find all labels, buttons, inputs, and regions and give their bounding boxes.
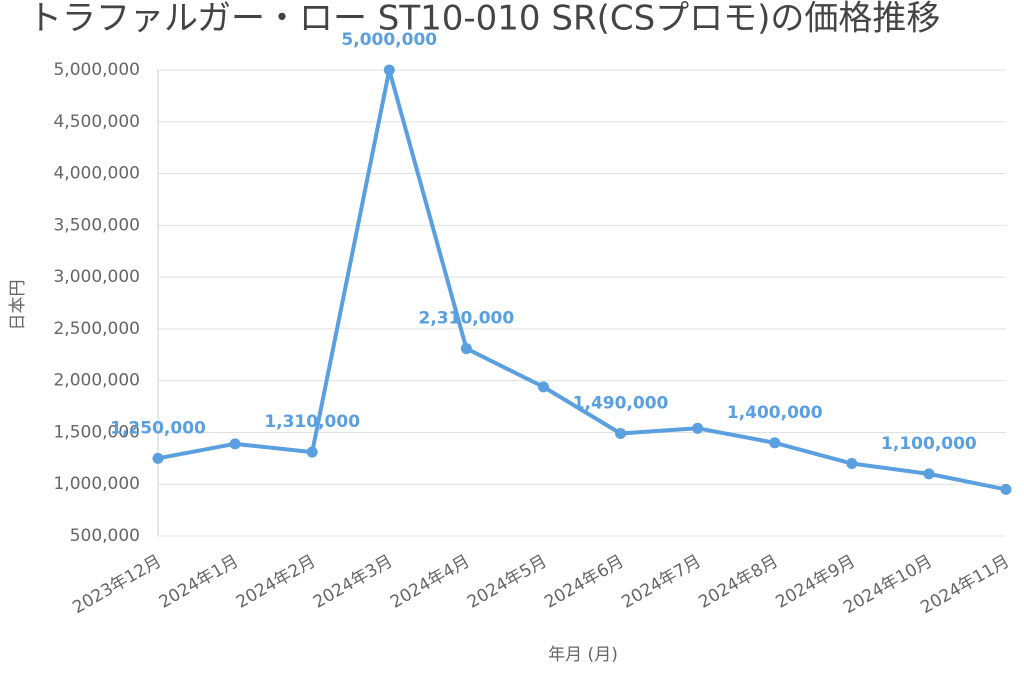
data-label: 2,310,000	[419, 309, 515, 329]
point	[306, 446, 318, 458]
y-axis-label: 日本円	[8, 280, 28, 331]
y-tick-label: 5,000,000	[53, 60, 140, 80]
point	[769, 437, 781, 449]
y-tick-label: 500,000	[70, 526, 140, 546]
point	[152, 452, 164, 464]
x-tick-label: 2024年3月	[310, 551, 396, 612]
x-tick-label: 2024年6月	[541, 551, 627, 612]
y-tick-label: 4,500,000	[53, 112, 140, 132]
chart-title: トラファルガー・ロー ST10-010 SR(CSプロモ)の価格推移	[28, 0, 940, 39]
data-label: 1,100,000	[881, 434, 977, 454]
x-tick-label: 2024年8月	[695, 551, 781, 612]
point	[846, 458, 858, 470]
y-tick-label: 2,500,000	[53, 319, 140, 339]
x-tick-label: 2024年4月	[387, 551, 473, 612]
x-tick-label: 2024年7月	[618, 551, 704, 612]
point	[460, 343, 472, 355]
y-tick-label: 4,000,000	[53, 164, 140, 184]
point	[229, 438, 241, 450]
data-label: 1,490,000	[573, 393, 669, 413]
y-tick-label: 3,500,000	[53, 215, 140, 235]
point	[537, 381, 549, 393]
x-tick-label: 2024年2月	[233, 551, 319, 612]
point	[383, 64, 395, 76]
point	[923, 468, 935, 480]
x-tick-label: 2024年5月	[464, 551, 550, 612]
point	[692, 422, 704, 434]
data-label: 1,400,000	[727, 403, 823, 423]
line	[157, 68, 1007, 492]
y-tick-label: 1,500,000	[53, 422, 140, 442]
point	[1000, 483, 1012, 495]
x-tick-label: 2024年11月	[917, 551, 1013, 618]
x-tick-label: 2023年12月	[69, 551, 165, 618]
y-tick-label: 1,000,000	[53, 474, 140, 494]
y-tick-label: 2,000,000	[53, 371, 140, 391]
point	[615, 427, 627, 439]
data-label: 1,310,000	[264, 412, 360, 432]
x-tick-label: 2024年1月	[156, 551, 242, 612]
data-label: 5,000,000	[341, 30, 437, 50]
data-label: 1,250,000	[110, 418, 206, 438]
x-axis-label: 年月 (月)	[548, 645, 618, 665]
y-tick-label: 3,000,000	[53, 267, 140, 287]
